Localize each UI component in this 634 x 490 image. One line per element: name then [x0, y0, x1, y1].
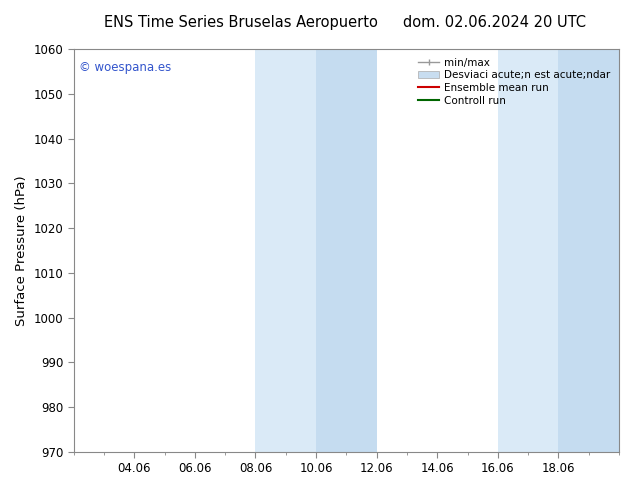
- Legend: min/max, Desviaci acute;n est acute;ndar, Ensemble mean run, Controll run: min/max, Desviaci acute;n est acute;ndar…: [415, 54, 614, 109]
- Bar: [498, 49, 559, 452]
- Bar: [256, 49, 316, 452]
- Bar: [559, 49, 619, 452]
- Text: ENS Time Series Bruselas Aeropuerto: ENS Time Series Bruselas Aeropuerto: [104, 15, 378, 30]
- Text: © woespana.es: © woespana.es: [79, 61, 171, 74]
- Text: dom. 02.06.2024 20 UTC: dom. 02.06.2024 20 UTC: [403, 15, 586, 30]
- Bar: [316, 49, 377, 452]
- Y-axis label: Surface Pressure (hPa): Surface Pressure (hPa): [15, 175, 28, 326]
